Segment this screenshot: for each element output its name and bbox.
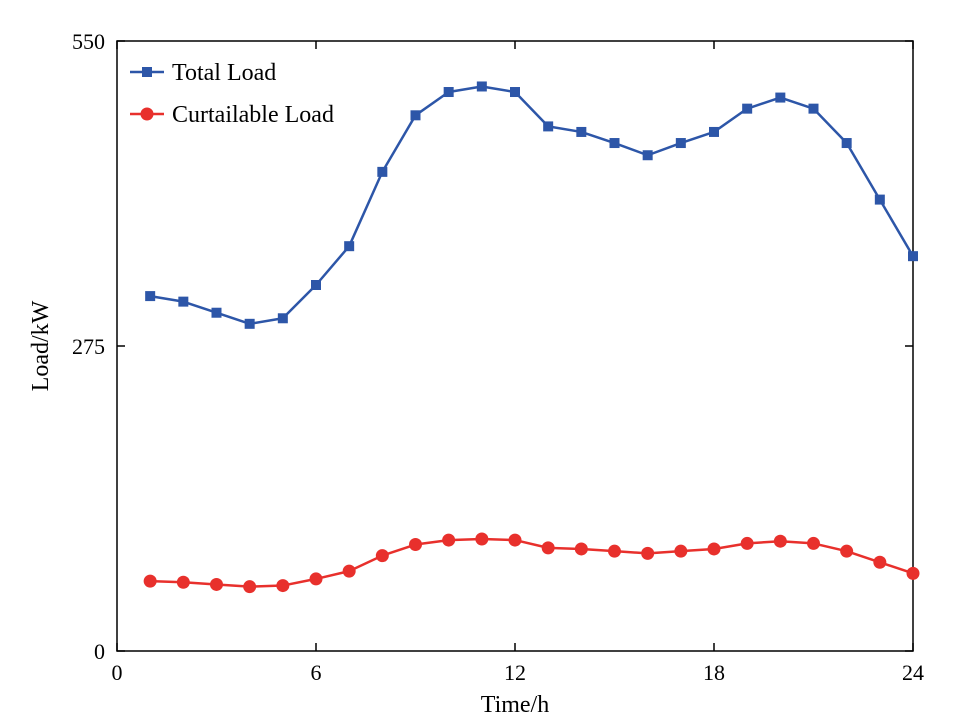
data-point — [377, 166, 388, 177]
legend-label: Curtailable Load — [172, 102, 334, 128]
data-point — [908, 251, 918, 262]
data-point — [410, 110, 421, 121]
data-point — [344, 241, 355, 252]
data-point — [742, 103, 753, 114]
series-layer — [143, 81, 920, 594]
legend-label: Total Load — [172, 60, 276, 86]
data-point — [642, 150, 653, 161]
data-point — [576, 126, 587, 137]
legend-item: Curtailable Load — [130, 102, 334, 128]
series-0 — [145, 81, 918, 329]
data-point — [541, 541, 555, 555]
x-tick-label: 0 — [112, 660, 123, 685]
data-point — [143, 574, 157, 588]
legend: Total Load Curtailable Load — [130, 60, 334, 128]
data-point — [740, 536, 754, 550]
axis-ticks — [116, 40, 914, 652]
data-point — [807, 536, 820, 550]
data-point — [342, 564, 356, 578]
data-point — [641, 546, 655, 560]
data-point — [873, 555, 887, 569]
data-point — [277, 313, 288, 324]
x-tick-label: 6 — [311, 660, 322, 685]
data-point — [375, 549, 389, 563]
y-tick-label: 275 — [72, 334, 105, 359]
series-line — [150, 537, 914, 588]
data-point — [475, 532, 489, 546]
plot-frame — [116, 40, 914, 652]
y-tick-label: 550 — [72, 29, 105, 54]
data-point — [211, 307, 222, 318]
legend-item: Total Load — [130, 60, 276, 86]
data-point — [841, 138, 852, 149]
x-tick-label: 18 — [703, 660, 725, 685]
legend-marker — [142, 67, 152, 77]
data-point — [178, 296, 189, 307]
data-point — [476, 81, 487, 92]
data-point — [409, 538, 422, 552]
x-axis-label: Time/h — [481, 692, 549, 716]
data-point — [145, 291, 156, 302]
y-axis-label: Load/kW — [28, 300, 54, 391]
legend-marker — [140, 107, 154, 121]
data-point — [276, 579, 290, 593]
series-1 — [143, 532, 920, 594]
data-point — [674, 544, 688, 558]
data-point — [176, 575, 190, 589]
data-point — [574, 542, 588, 556]
data-point — [773, 534, 787, 548]
data-point — [874, 194, 885, 205]
data-point — [244, 318, 255, 329]
data-point — [675, 138, 686, 149]
axis-tick-labels: 0 6 12 18 24 0 275 550 — [72, 29, 924, 685]
data-point — [808, 103, 819, 114]
data-point — [775, 92, 786, 103]
data-point — [210, 577, 223, 591]
data-point — [243, 580, 257, 594]
data-point — [906, 566, 920, 580]
data-point — [508, 533, 522, 547]
data-point — [443, 87, 454, 98]
data-point — [709, 126, 719, 137]
x-tick-label: 12 — [504, 660, 526, 685]
data-point — [309, 572, 323, 586]
data-point — [609, 138, 620, 149]
data-point — [840, 544, 854, 558]
data-point — [608, 544, 621, 558]
x-tick-label: 24 — [902, 660, 924, 685]
y-tick-label: 0 — [94, 639, 105, 664]
data-point — [707, 542, 721, 556]
data-point — [442, 533, 456, 547]
data-point — [510, 87, 520, 98]
data-point — [543, 121, 554, 132]
series-line — [149, 85, 915, 326]
data-point — [311, 280, 321, 290]
